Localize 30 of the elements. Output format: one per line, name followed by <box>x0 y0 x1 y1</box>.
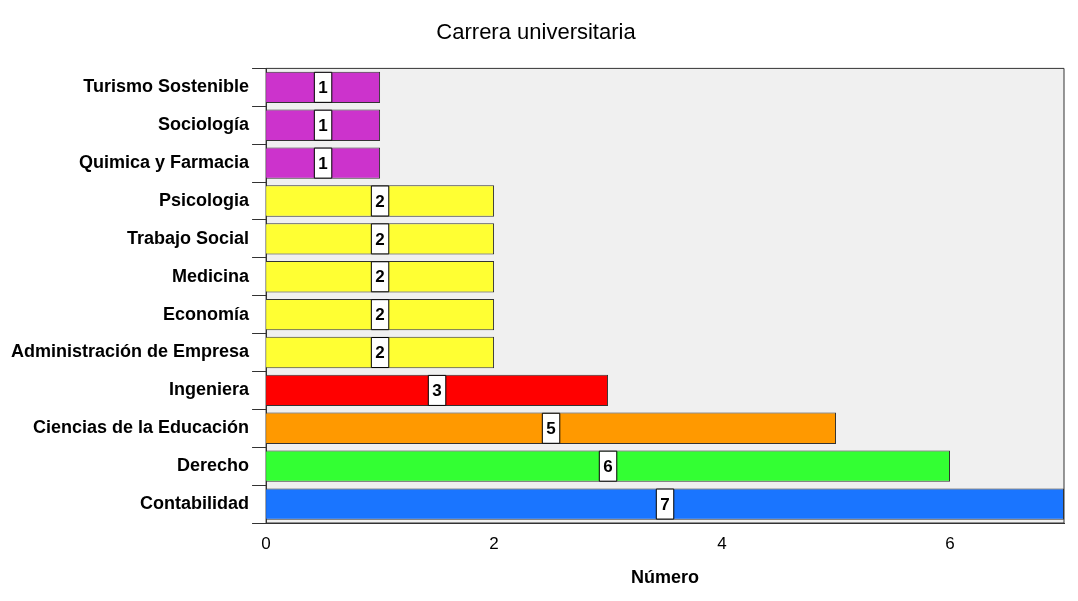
y-tick-label: Medicina <box>172 265 251 286</box>
data-label: 1 <box>318 115 328 135</box>
data-label: 1 <box>318 153 328 173</box>
data-label: 3 <box>432 381 442 401</box>
x-tick-label: 2 <box>489 533 499 553</box>
x-tick-label: 6 <box>945 533 955 553</box>
x-axis-title: Número <box>631 567 700 588</box>
y-tick-label: Trabajo Social <box>127 227 250 248</box>
data-label: 1 <box>318 78 328 98</box>
data-label: 2 <box>375 305 385 325</box>
data-label: 2 <box>375 267 385 287</box>
y-tick-label: Administración de Empresa <box>10 341 251 362</box>
y-tick-label: Economía <box>163 303 251 324</box>
chart-title: Carrera universitaria <box>436 19 637 45</box>
y-tick-label: Quimica y Farmacia <box>78 152 251 173</box>
y-tick-label: Ingeniera <box>169 379 251 400</box>
y-tick-label: Ciencias de la Educación <box>32 417 250 438</box>
y-tick-label: Derecho <box>177 455 250 476</box>
y-tick-label: Turismo Sostenible <box>83 76 250 97</box>
data-label: 2 <box>375 343 385 363</box>
y-tick-label: Sociología <box>158 114 251 135</box>
x-tick-label: 4 <box>717 533 727 553</box>
x-tick-label: 0 <box>261 533 271 553</box>
data-label: 7 <box>660 494 670 514</box>
data-label: 2 <box>375 191 385 211</box>
y-tick-label: Contabilidad <box>140 493 250 514</box>
y-tick-label: Psicologia <box>159 189 251 210</box>
data-label: 5 <box>546 418 556 438</box>
data-label: 2 <box>375 229 385 249</box>
data-label: 6 <box>603 456 613 476</box>
